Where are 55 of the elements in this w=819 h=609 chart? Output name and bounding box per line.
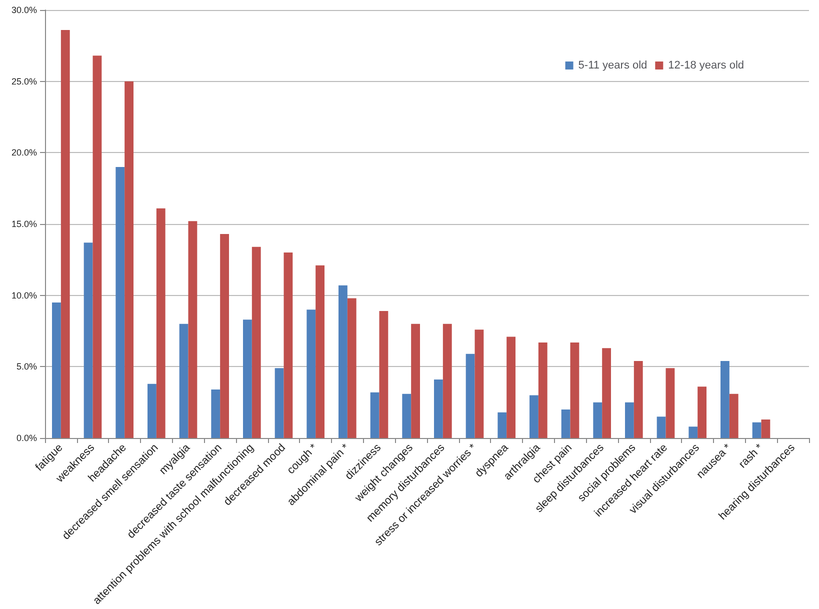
bar (116, 166, 125, 438)
bar (466, 354, 475, 438)
bar (92, 56, 102, 438)
bar (124, 81, 134, 438)
bar (220, 234, 229, 438)
legend-label: 12-18 years old (668, 60, 744, 72)
bar (752, 422, 762, 438)
bar (338, 285, 348, 438)
bar (188, 221, 198, 438)
bar (84, 242, 93, 438)
bar (506, 336, 516, 438)
bar (148, 384, 156, 438)
y-tick-label: 20.0% (11, 148, 37, 158)
bar (156, 208, 166, 438)
bar (602, 348, 611, 438)
bar (530, 395, 538, 438)
bar (561, 410, 570, 438)
y-tick-label: 5.0% (16, 362, 37, 372)
y-tick-label: 15.0% (11, 219, 37, 230)
legend-label: 5-11 years old (578, 60, 648, 72)
bar (666, 368, 675, 438)
bar (379, 311, 388, 438)
bar (316, 265, 324, 438)
bar (179, 324, 188, 438)
bar (538, 342, 548, 438)
bar (211, 390, 220, 438)
bar (698, 386, 706, 438)
bar (688, 426, 698, 438)
bar (634, 360, 643, 438)
bar (274, 368, 284, 438)
bar (625, 402, 634, 438)
bar (370, 392, 380, 438)
bar (243, 320, 252, 438)
bar (306, 310, 316, 438)
bar (570, 342, 580, 438)
bar (498, 412, 507, 438)
y-tick-label: 10.0% (11, 290, 37, 300)
y-tick-label: 30.0% (11, 5, 37, 15)
bar (411, 324, 420, 438)
bar (284, 252, 293, 438)
bar (347, 298, 356, 438)
y-tick-label: 0.0% (16, 433, 37, 444)
bar (474, 330, 484, 438)
bar (729, 394, 738, 438)
bar (402, 394, 412, 438)
bar (720, 360, 730, 438)
bar (593, 402, 602, 438)
y-tick-label: 25.0% (11, 76, 37, 86)
bar (252, 246, 261, 438)
bar (434, 380, 443, 438)
bar (656, 416, 666, 438)
bar (52, 302, 61, 438)
bar (60, 30, 70, 438)
bar (761, 419, 770, 438)
bar (442, 324, 452, 438)
